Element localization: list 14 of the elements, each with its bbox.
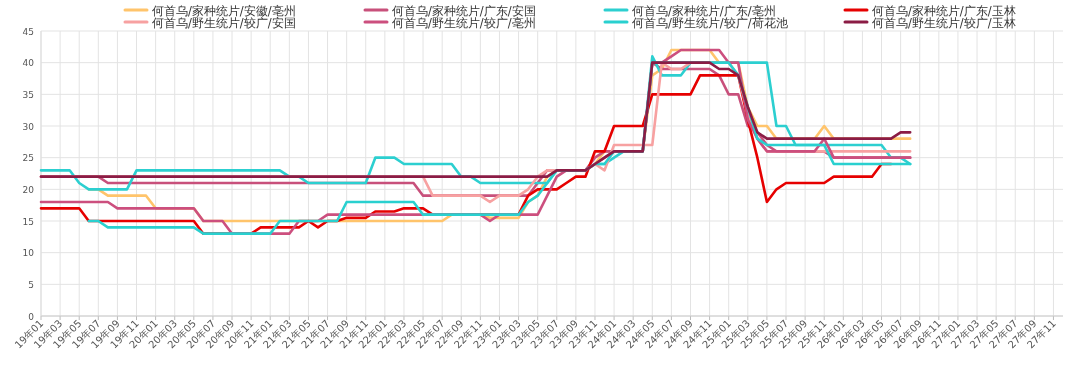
y-tick-label: 10: [22, 248, 35, 259]
y-tick-label: 45: [22, 26, 34, 37]
y-tick-label: 35: [22, 89, 34, 100]
legend-label: 何首乌/野生统片/较广/玉林: [872, 15, 1016, 30]
legend-label: 何首乌/家种统片/广东/亳州: [632, 3, 776, 18]
y-tick-label: 40: [22, 58, 35, 69]
legend-label: 何首乌/野生统片/较广/荷花池: [632, 15, 788, 30]
y-tick-label: 15: [22, 216, 34, 227]
y-tick-label: 5: [28, 279, 34, 290]
y-tick-label: 25: [22, 153, 34, 164]
y-tick-label: 0: [28, 311, 35, 322]
legend-label: 何首乌/家种统片/广东/玉林: [872, 3, 1016, 18]
y-tick-label: 30: [22, 121, 35, 132]
y-tick-label: 20: [22, 184, 35, 195]
